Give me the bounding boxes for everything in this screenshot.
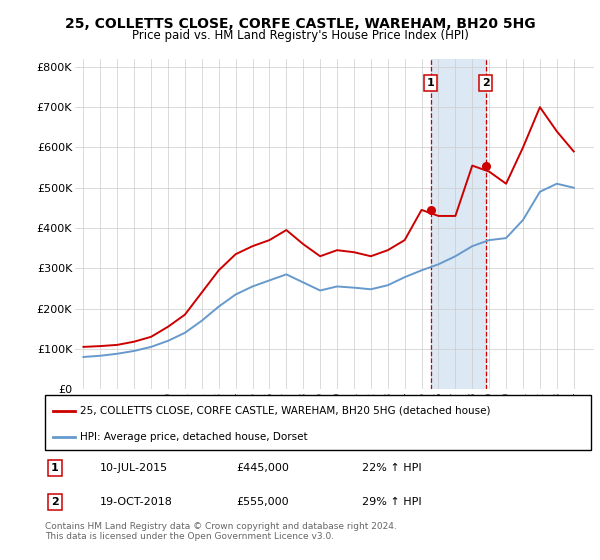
Text: 1: 1	[427, 78, 434, 88]
Text: Price paid vs. HM Land Registry's House Price Index (HPI): Price paid vs. HM Land Registry's House …	[131, 29, 469, 42]
Text: 19-OCT-2018: 19-OCT-2018	[100, 497, 172, 507]
Text: 22% ↑ HPI: 22% ↑ HPI	[362, 463, 421, 473]
Text: 2: 2	[482, 78, 490, 88]
Text: £445,000: £445,000	[236, 463, 289, 473]
Text: 29% ↑ HPI: 29% ↑ HPI	[362, 497, 421, 507]
Text: HPI: Average price, detached house, Dorset: HPI: Average price, detached house, Dors…	[80, 432, 308, 441]
Text: Contains HM Land Registry data © Crown copyright and database right 2024.
This d: Contains HM Land Registry data © Crown c…	[45, 522, 397, 542]
Text: 10-JUL-2015: 10-JUL-2015	[100, 463, 168, 473]
Text: 2: 2	[51, 497, 59, 507]
Text: 25, COLLETTS CLOSE, CORFE CASTLE, WAREHAM, BH20 5HG (detached house): 25, COLLETTS CLOSE, CORFE CASTLE, WAREHA…	[80, 406, 491, 416]
Bar	[431, 59, 486, 389]
Text: £555,000: £555,000	[236, 497, 289, 507]
Text: 25, COLLETTS CLOSE, CORFE CASTLE, WAREHAM, BH20 5HG: 25, COLLETTS CLOSE, CORFE CASTLE, WAREHA…	[65, 17, 535, 31]
Text: 1: 1	[51, 463, 59, 473]
